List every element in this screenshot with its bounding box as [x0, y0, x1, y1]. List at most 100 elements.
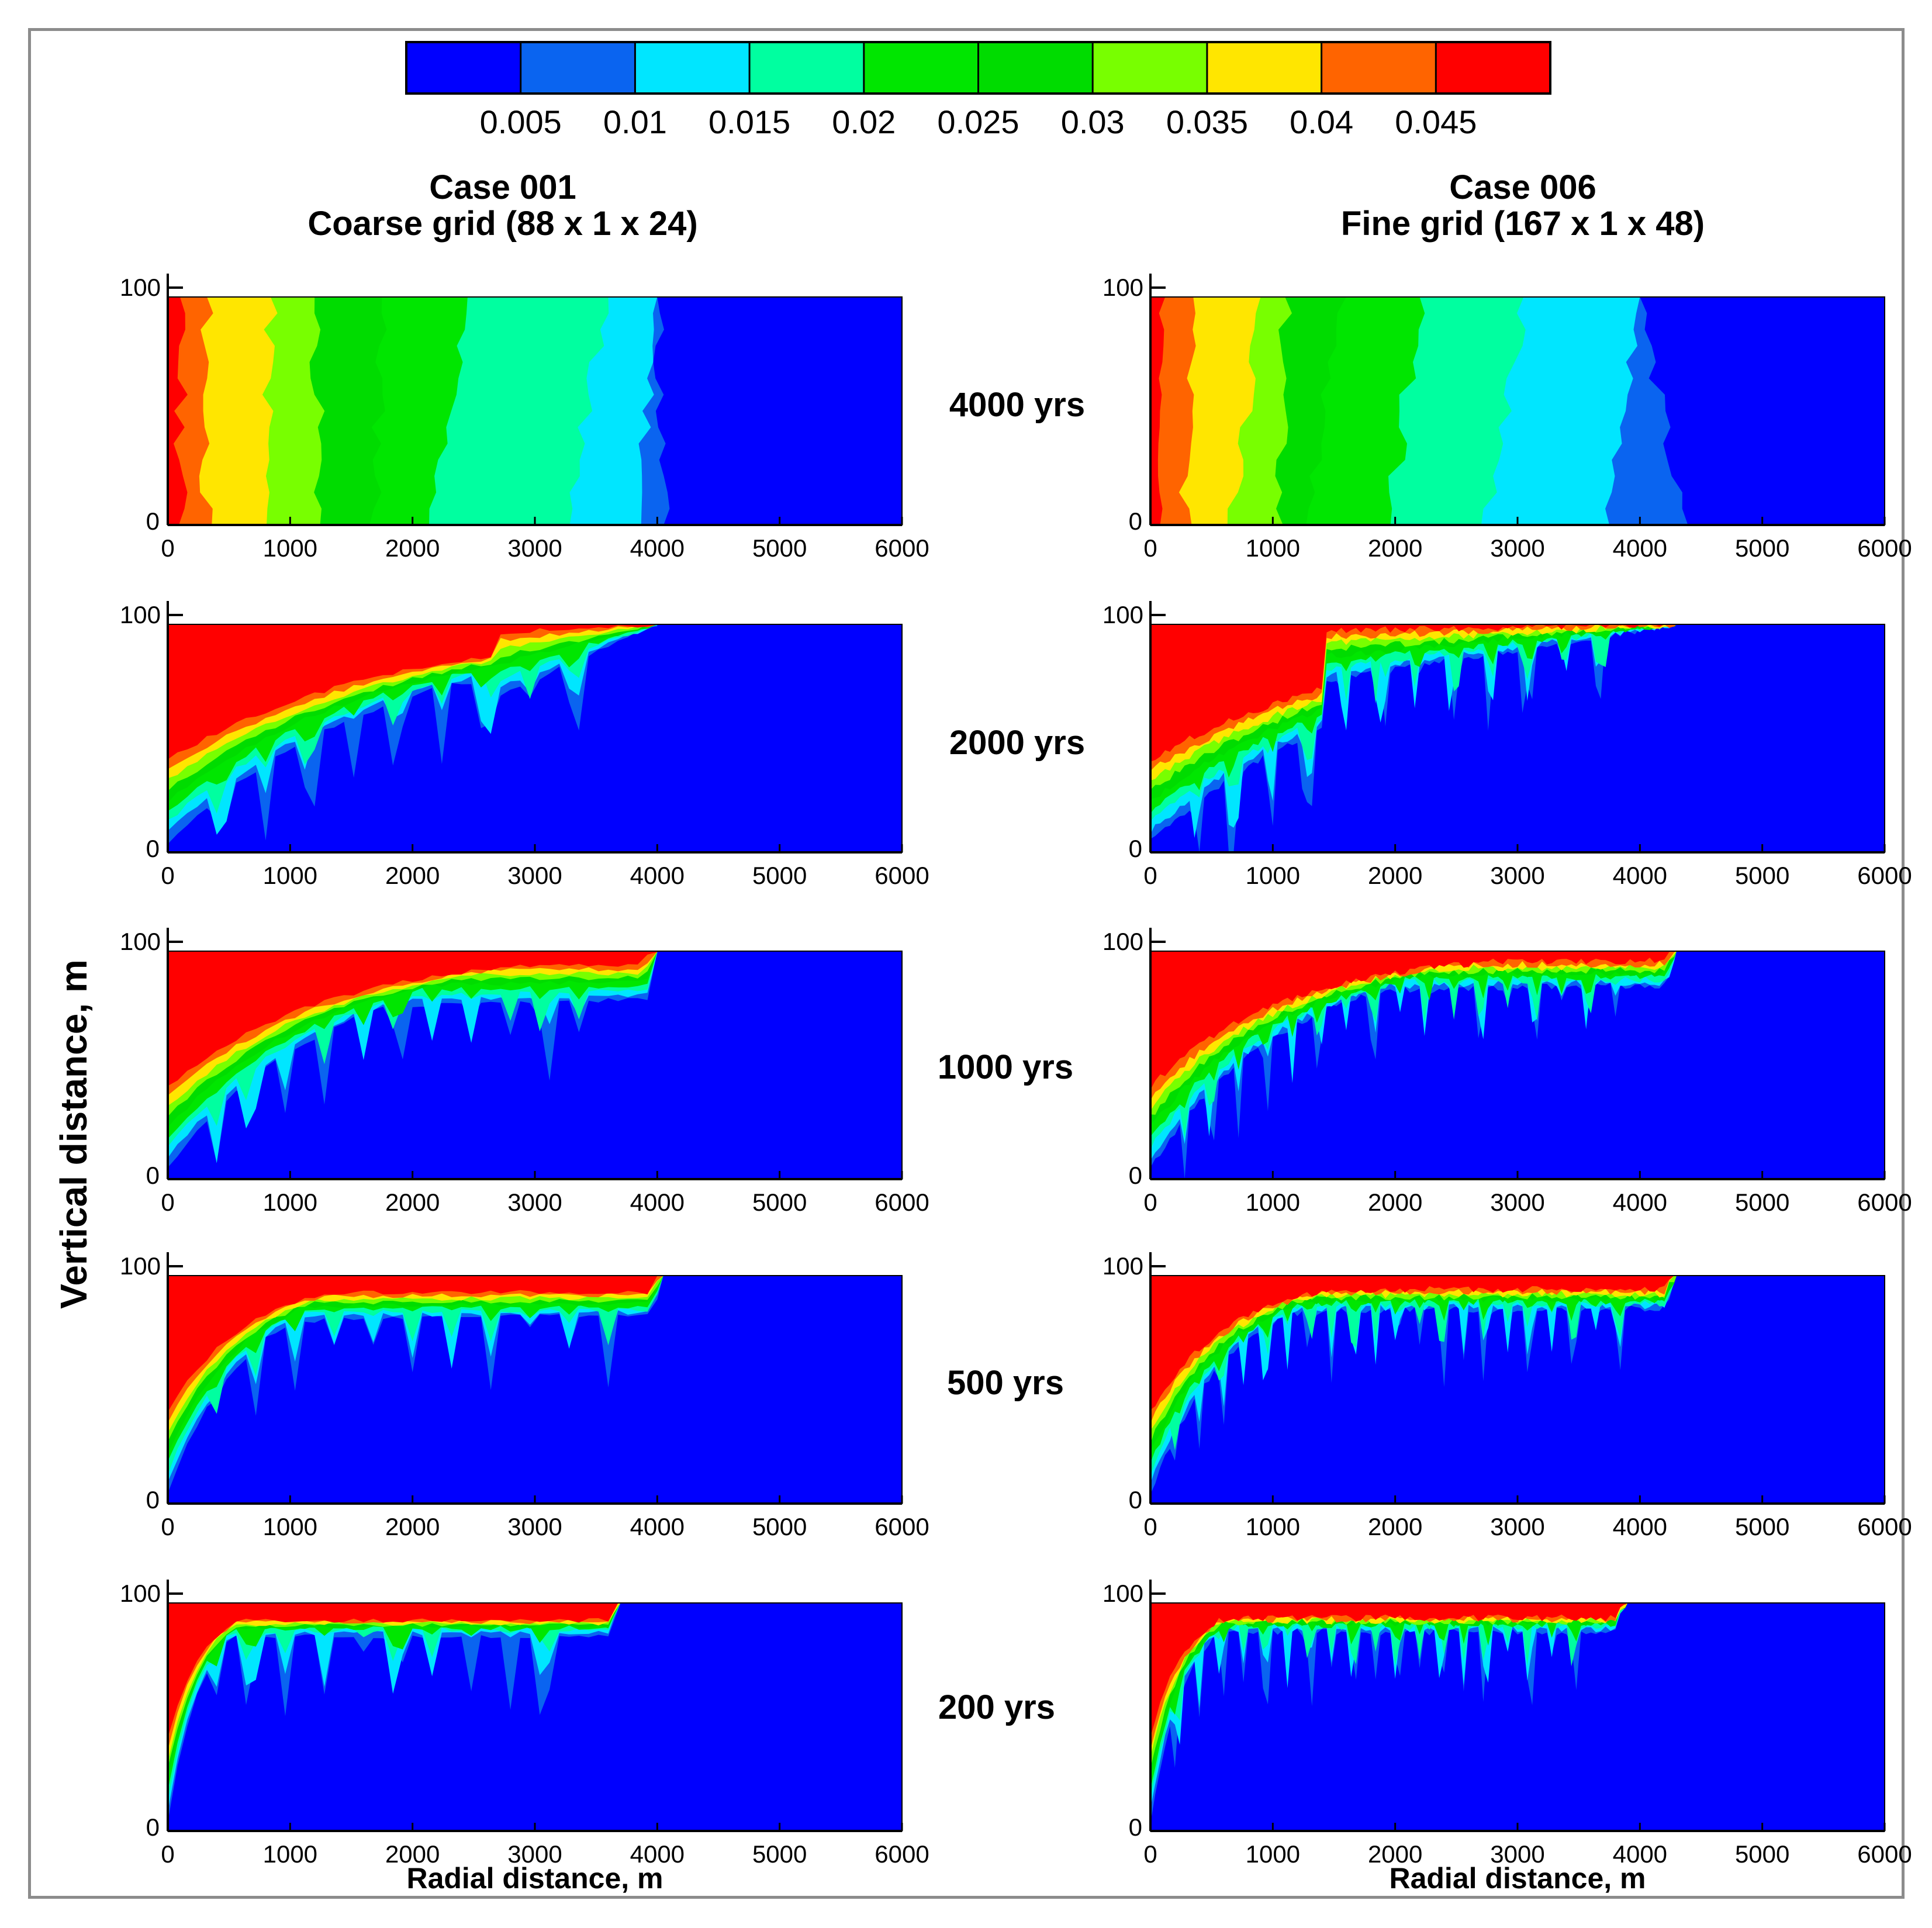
- time-label-4000: 4000 yrs: [949, 386, 1085, 424]
- x-tick-label: 2000: [385, 862, 440, 889]
- contour-fill: [168, 1603, 621, 1822]
- x-tick-label: 5000: [752, 1188, 807, 1216]
- y-tick-label: 100: [1102, 928, 1143, 955]
- figure-frame: [28, 28, 1905, 1899]
- y-tick-label: 100: [1102, 1580, 1143, 1607]
- contour-fill: [168, 951, 658, 1086]
- x-tick-label: 4000: [1613, 534, 1667, 562]
- panel-field: [1150, 951, 1885, 1179]
- y-tick-label: 0: [146, 835, 160, 862]
- y-tick-label: 0: [1129, 1813, 1142, 1841]
- x-tick-label: 0: [161, 862, 174, 889]
- colorbar-swatch: [1321, 41, 1437, 95]
- colorbar-swatch: [1206, 41, 1323, 95]
- x-tick-label: 1000: [263, 534, 317, 562]
- x-tick-label: 1000: [263, 1513, 317, 1540]
- x-tick-label: 4000: [630, 1840, 685, 1868]
- x-tick-label: 3000: [507, 1840, 562, 1868]
- colorbar-swatch: [405, 41, 522, 95]
- contour-fill: [1150, 1276, 1677, 1410]
- x-tick-label: 4000: [1613, 1188, 1667, 1216]
- x-tick-label: 0: [1143, 862, 1157, 889]
- x-tick-label: 4000: [630, 862, 685, 889]
- y-tick-label: 100: [120, 1580, 161, 1607]
- x-tick-label: 6000: [875, 1188, 929, 1216]
- panel-field: [168, 297, 902, 525]
- x-tick-label: 5000: [752, 862, 807, 889]
- y-tick-label: 0: [146, 1486, 160, 1514]
- panel-field: [1150, 624, 1885, 852]
- contour-fill: [1150, 1603, 1628, 1823]
- y-tick-label: 100: [120, 1252, 161, 1280]
- x-tick-label: 3000: [1490, 1840, 1544, 1868]
- x-tick-label: 5000: [1735, 862, 1789, 889]
- x-tick-label: 1000: [263, 1840, 317, 1868]
- x-tick-label: 5000: [752, 1513, 807, 1540]
- colorbar-swatch: [1091, 41, 1208, 95]
- x-tick-label: 1000: [263, 862, 317, 889]
- x-tick-label: 3000: [507, 862, 562, 889]
- y-tick-label: 100: [120, 274, 161, 301]
- colorbar-swatch: [977, 41, 1094, 95]
- x-tick-label: 3000: [1490, 862, 1544, 889]
- x-tick-label: 6000: [1857, 1513, 1912, 1540]
- y-tick-label: 0: [1129, 507, 1142, 535]
- colorbar-ticks: 0.005 0.01 0.015 0.02 0.025 0.03 0.035 0.04 0.04…: [480, 103, 1477, 140]
- colorbar-tick-label: 0.04: [1290, 103, 1353, 140]
- x-tick-label: 1000: [1246, 534, 1300, 562]
- x-tick-label: 0: [161, 1513, 174, 1540]
- x-tick-label: 4000: [630, 1188, 685, 1216]
- x-tick-label: 2000: [1368, 1840, 1422, 1868]
- y-tick-label: 0: [146, 1813, 160, 1841]
- colorbar-swatch: [863, 41, 980, 95]
- x-tick-label: 4000: [1613, 862, 1667, 889]
- column-header-fine: Case 006 Fine grid (167 x 1 x 48): [1341, 168, 1705, 243]
- x-tick-label: 6000: [1857, 534, 1912, 562]
- x-tick-label: 6000: [1857, 1188, 1912, 1216]
- y-tick-label: 100: [1102, 601, 1143, 628]
- contour-fill: [1150, 1603, 1885, 1831]
- colorbar-swatches: [405, 41, 1552, 95]
- x-tick-label: 1000: [1246, 862, 1300, 889]
- y-tick-label: 100: [120, 928, 161, 955]
- colorbar-tick-label: 0.015: [708, 103, 790, 140]
- panel-field: [168, 1276, 902, 1504]
- contour-fill: [168, 624, 658, 759]
- contour-fill: [168, 1276, 663, 1461]
- x-tick-label: 3000: [507, 1188, 562, 1216]
- y-tick-label: 100: [1102, 1252, 1143, 1280]
- colorbar-tick-label: 0.02: [832, 103, 896, 140]
- x-tick-label: 0: [161, 534, 174, 562]
- x-tick-label: 5000: [1735, 1188, 1789, 1216]
- panel-field: [1150, 1603, 1885, 1831]
- case-title-fine: Case 006: [1449, 168, 1596, 206]
- x-tick-label: 0: [1143, 1188, 1157, 1216]
- x-axis-label-fine: Radial distance, m: [1389, 1862, 1646, 1895]
- time-label-500: 500 yrs: [947, 1364, 1064, 1402]
- colorbar-border: [405, 41, 1551, 95]
- y-tick-label: 0: [1129, 1486, 1142, 1514]
- x-axis-label-coarse: Radial distance, m: [406, 1862, 663, 1895]
- x-tick-label: 0: [161, 1840, 174, 1868]
- colorbar-tick-label: 0.025: [937, 103, 1019, 140]
- x-tick-label: 4000: [1613, 1840, 1667, 1868]
- contour-fill: [1150, 951, 1677, 1090]
- contour-fill: [168, 1603, 621, 1812]
- x-tick-label: 3000: [1490, 1188, 1544, 1216]
- x-tick-label: 5000: [752, 534, 807, 562]
- grid-title-fine: Fine grid (167 x 1 x 48): [1341, 205, 1705, 243]
- x-tick-label: 4000: [1613, 1513, 1667, 1540]
- x-tick-label: 0: [1143, 1840, 1157, 1868]
- y-tick-label: 100: [120, 601, 161, 628]
- y-axis-label: Vertical distance, m: [53, 959, 95, 1309]
- y-tick-label: 0: [146, 507, 160, 535]
- x-tick-label: 2000: [1368, 1188, 1422, 1216]
- x-tick-label: 2000: [385, 1840, 440, 1868]
- colorbar-tick-label: 0.03: [1061, 103, 1125, 140]
